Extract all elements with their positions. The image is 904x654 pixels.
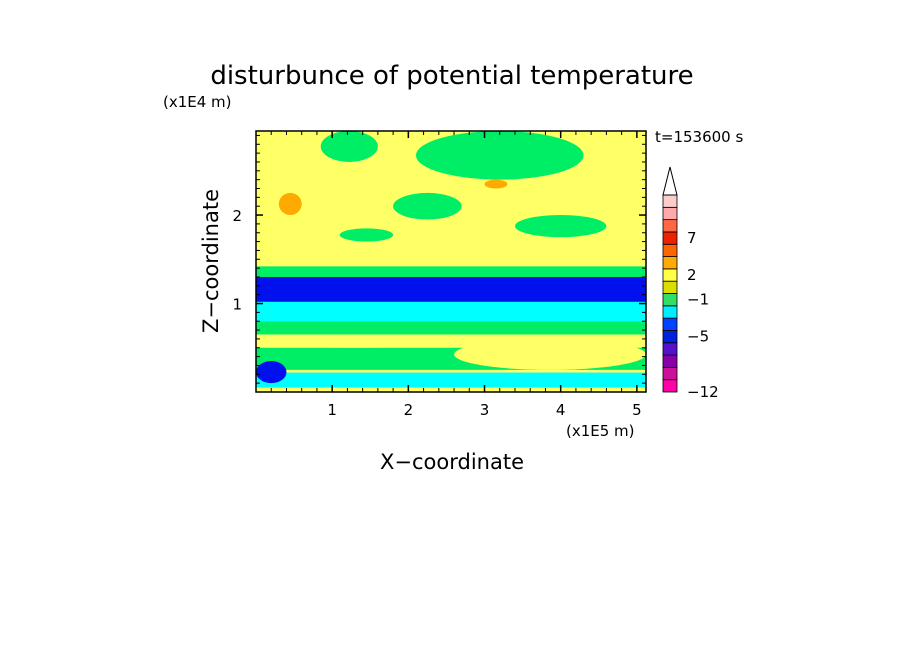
- x-tick-label: 5: [632, 401, 642, 419]
- colorbar: −12−5−127: [662, 166, 719, 401]
- colorbar-label: 7: [687, 229, 697, 247]
- x-axis-label: X−coordinate: [380, 450, 524, 474]
- plot-frame: [255, 130, 647, 393]
- colorbar-segment: [662, 206, 678, 221]
- field-band-5: [256, 372, 646, 388]
- colorbar-label: −1: [687, 291, 709, 309]
- colorbar-label: −5: [687, 328, 709, 346]
- field-feature-3: [339, 228, 394, 242]
- y-unit-label: (x1E4 m): [163, 93, 232, 111]
- x-unit-label: (x1E5 m): [566, 422, 635, 440]
- field-band-0: [256, 266, 646, 277]
- colorbar-extend-arrow: [662, 166, 678, 196]
- colorbar-segment: [662, 317, 678, 331]
- time-label: t=153600 s: [655, 128, 743, 146]
- colorbar-segment: [662, 293, 678, 307]
- colorbar-segment: [662, 342, 678, 356]
- field-band-3: [256, 321, 646, 335]
- field-feature-1: [320, 131, 378, 162]
- x-tick-label: 4: [556, 401, 566, 419]
- colorbar-segment: [662, 231, 678, 245]
- colorbar-segment: [662, 330, 678, 344]
- field-feature-9: [256, 334, 455, 348]
- colorbar-label: 2: [687, 266, 697, 284]
- y-ticks: 12: [232, 134, 646, 384]
- y-axis-label: Z−coordinate: [199, 189, 223, 333]
- colorbar-segment: [662, 280, 678, 294]
- y-tick-label: 2: [232, 207, 242, 225]
- field-feature-8: [454, 338, 646, 370]
- field-feature-0: [415, 131, 584, 180]
- colorbar-segment: [662, 219, 678, 233]
- colorbar-segment: [662, 354, 678, 368]
- field-feature-5: [278, 192, 302, 216]
- colorbar-segment: [662, 379, 678, 393]
- temperature-field: [256, 131, 646, 392]
- colorbar-segment: [662, 268, 678, 282]
- x-tick-label: 1: [327, 401, 337, 419]
- x-ticks: 1 2 3 4 5: [270, 131, 642, 419]
- colorbar-segment: [662, 366, 678, 381]
- field-feature-6: [484, 179, 508, 189]
- chart-title: disturbunce of potential temperature: [210, 61, 693, 91]
- field-band-2: [256, 276, 646, 302]
- field-feature-7: [256, 361, 287, 384]
- colorbar-segment: [662, 194, 678, 208]
- x-tick-label: 3: [480, 401, 490, 419]
- colorbar-segment: [662, 256, 678, 270]
- y-tick-label: 1: [232, 296, 242, 314]
- colorbar-segment: [662, 305, 678, 319]
- colorbar-segment: [662, 243, 678, 257]
- colorbar-label: −12: [687, 383, 719, 401]
- field-feature-4: [514, 215, 607, 238]
- field-feature-2: [393, 192, 462, 220]
- x-tick-label: 2: [404, 401, 414, 419]
